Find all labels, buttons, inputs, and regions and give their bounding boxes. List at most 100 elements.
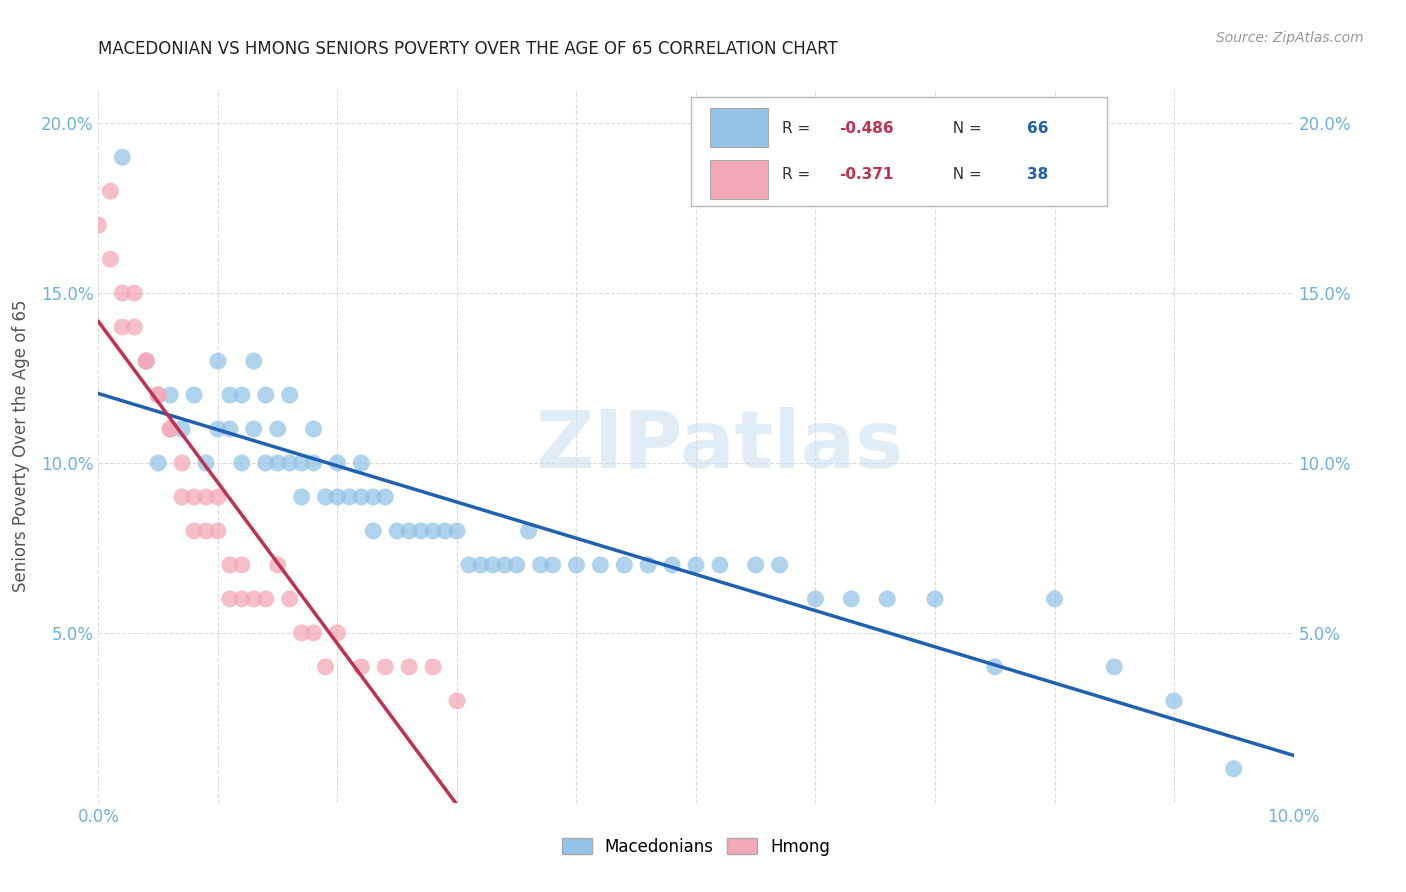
- Point: [422, 660, 444, 674]
- Point: [291, 490, 314, 504]
- Point: [135, 354, 157, 368]
- Point: [111, 286, 134, 301]
- Point: [385, 524, 409, 538]
- Point: [517, 524, 540, 538]
- Point: [183, 490, 205, 504]
- Point: [434, 524, 457, 538]
- Point: [207, 354, 229, 368]
- Point: [302, 626, 325, 640]
- Point: [231, 558, 253, 572]
- FancyBboxPatch shape: [692, 97, 1107, 206]
- Point: [231, 388, 253, 402]
- Point: [231, 456, 253, 470]
- Point: [243, 591, 266, 606]
- Point: [278, 388, 301, 402]
- Point: [100, 252, 122, 266]
- Point: [315, 490, 337, 504]
- Point: [506, 558, 529, 572]
- Point: [494, 558, 516, 572]
- Point: [529, 558, 551, 572]
- Point: [183, 524, 205, 538]
- Point: [148, 388, 170, 402]
- Point: [195, 490, 218, 504]
- Point: [302, 422, 325, 436]
- FancyBboxPatch shape: [710, 108, 768, 147]
- Point: [207, 524, 229, 538]
- Point: [243, 354, 266, 368]
- Text: -0.486: -0.486: [839, 120, 894, 136]
- Point: [398, 524, 420, 538]
- Point: [135, 354, 157, 368]
- Point: [124, 320, 146, 334]
- Point: [124, 286, 146, 301]
- Text: R =: R =: [782, 120, 815, 136]
- Point: [637, 558, 659, 572]
- Text: MACEDONIAN VS HMONG SENIORS POVERTY OVER THE AGE OF 65 CORRELATION CHART: MACEDONIAN VS HMONG SENIORS POVERTY OVER…: [98, 40, 838, 58]
- Point: [195, 456, 218, 470]
- Point: [422, 524, 444, 538]
- Point: [411, 524, 433, 538]
- Point: [470, 558, 492, 572]
- Point: [219, 422, 242, 436]
- Point: [148, 456, 170, 470]
- Point: [363, 490, 385, 504]
- Point: [804, 591, 827, 606]
- Text: N =: N =: [943, 168, 987, 183]
- Point: [363, 524, 385, 538]
- Point: [1104, 660, 1126, 674]
- Point: [374, 660, 396, 674]
- Point: [446, 524, 468, 538]
- Point: [326, 456, 349, 470]
- Point: [267, 456, 290, 470]
- Point: [326, 626, 349, 640]
- Point: [613, 558, 636, 572]
- Point: [350, 490, 373, 504]
- Text: N =: N =: [943, 120, 987, 136]
- Point: [398, 660, 420, 674]
- Point: [267, 422, 290, 436]
- Legend: Macedonians, Hmong: Macedonians, Hmong: [555, 831, 837, 863]
- Text: 66: 66: [1026, 120, 1049, 136]
- Point: [278, 591, 301, 606]
- Point: [685, 558, 707, 572]
- Point: [481, 558, 505, 572]
- Point: [1163, 694, 1185, 708]
- Point: [1223, 762, 1246, 776]
- Point: [87, 218, 110, 232]
- Point: [219, 558, 242, 572]
- Point: [111, 320, 134, 334]
- Point: [195, 524, 218, 538]
- Point: [148, 388, 170, 402]
- Point: [661, 558, 683, 572]
- Point: [254, 388, 277, 402]
- Point: [243, 422, 266, 436]
- Point: [458, 558, 481, 572]
- Point: [254, 456, 277, 470]
- Point: [745, 558, 768, 572]
- Point: [565, 558, 588, 572]
- Point: [1043, 591, 1066, 606]
- Point: [207, 422, 229, 436]
- Point: [172, 456, 194, 470]
- Point: [135, 354, 157, 368]
- Point: [841, 591, 863, 606]
- Text: -0.371: -0.371: [839, 168, 894, 183]
- Point: [172, 490, 194, 504]
- Point: [100, 184, 122, 198]
- Point: [302, 456, 325, 470]
- Point: [159, 422, 181, 436]
- Text: R =: R =: [782, 168, 815, 183]
- Text: ZIPatlas: ZIPatlas: [536, 407, 904, 485]
- Point: [339, 490, 360, 504]
- Point: [709, 558, 731, 572]
- Text: 38: 38: [1026, 168, 1049, 183]
- Point: [984, 660, 1007, 674]
- Point: [159, 388, 181, 402]
- Point: [924, 591, 946, 606]
- Point: [350, 456, 373, 470]
- Point: [291, 456, 314, 470]
- Point: [207, 490, 229, 504]
- Point: [254, 591, 277, 606]
- Point: [219, 591, 242, 606]
- Point: [589, 558, 612, 572]
